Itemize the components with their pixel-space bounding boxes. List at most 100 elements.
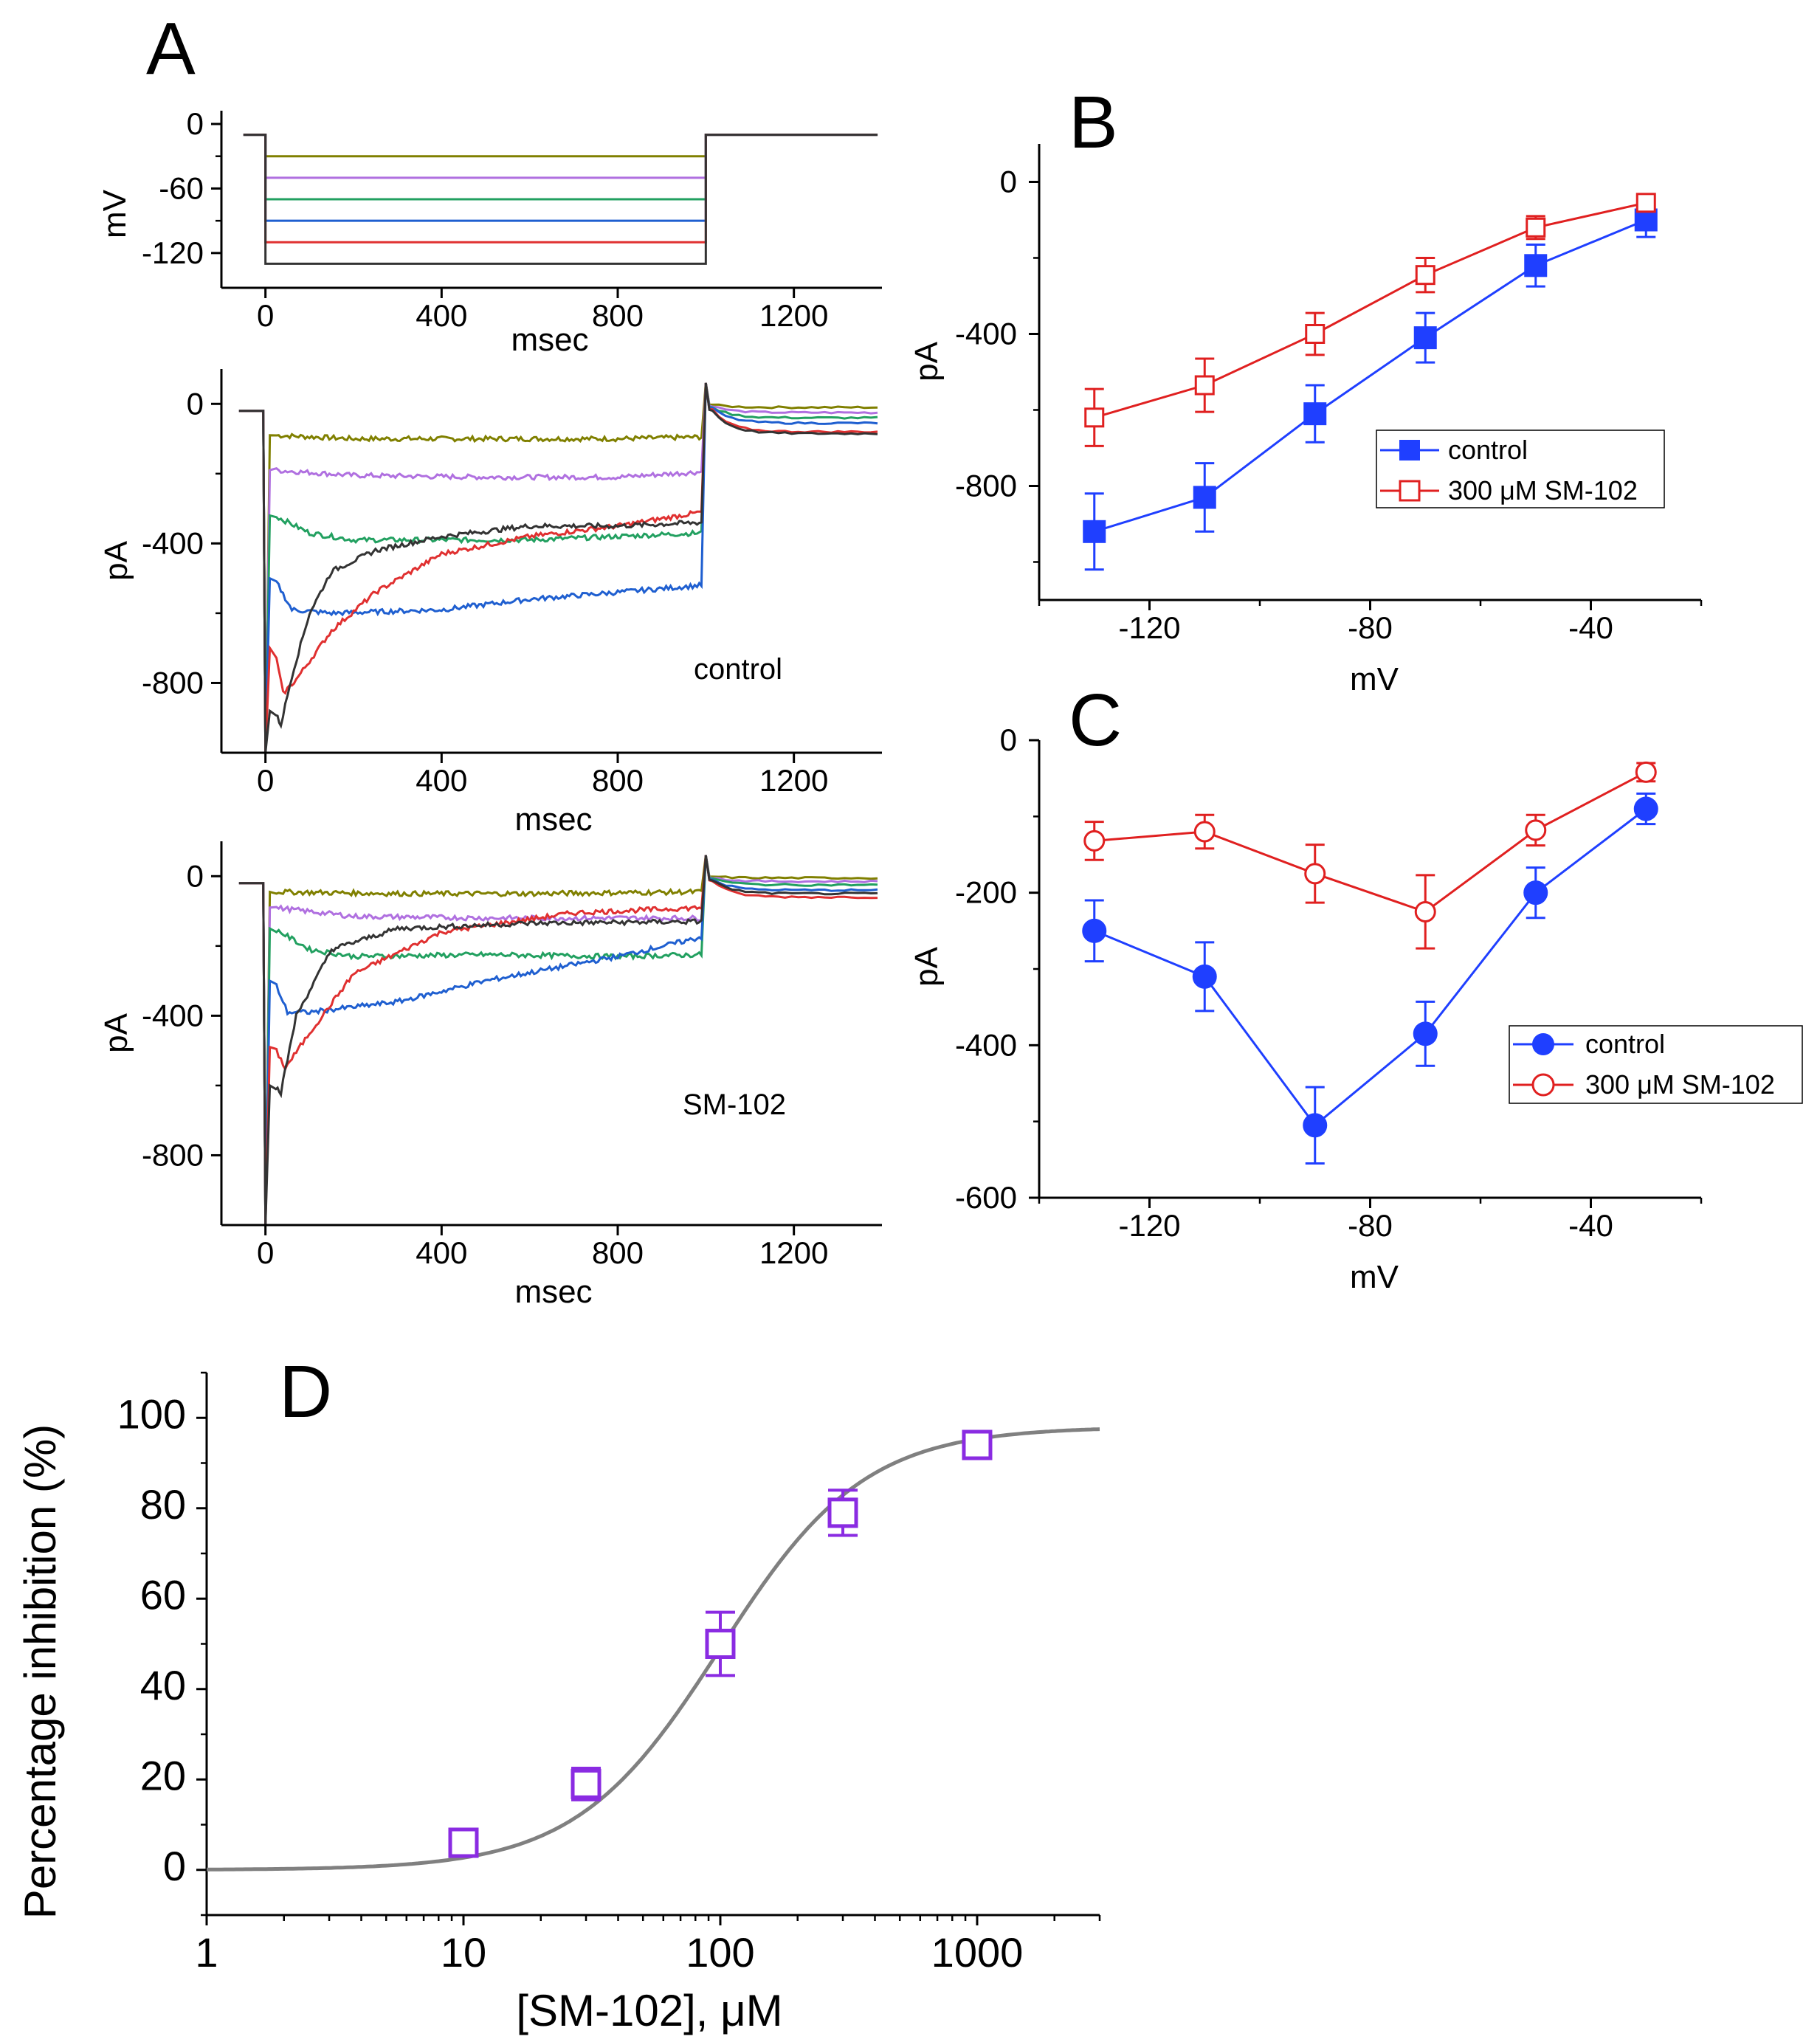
data-point xyxy=(571,1768,602,1799)
y-tick-label: 0 xyxy=(163,1843,186,1889)
y-tick-label: 0 xyxy=(187,386,204,421)
protocol-xlabel: msec xyxy=(511,322,588,358)
data-point xyxy=(1413,1021,1438,1046)
sm102-current-traces xyxy=(238,855,878,1226)
data-point xyxy=(1082,918,1107,943)
protocol-ylabel: mV xyxy=(97,189,133,238)
x-tick-label: 1000 xyxy=(931,1929,1024,1976)
data-point xyxy=(1525,819,1547,841)
y-tick-label: 0 xyxy=(1000,722,1017,757)
current-trace--30mV xyxy=(238,382,878,753)
current-trace--130mV xyxy=(238,855,878,1226)
control-current-xlabel: msec xyxy=(514,801,592,838)
data-point xyxy=(1303,1113,1328,1138)
data-point xyxy=(1635,761,1657,783)
data-point xyxy=(1413,326,1437,350)
iv-steady-axes: -120 -80 -400-200-400-600 xyxy=(955,722,1703,1243)
data-point xyxy=(1414,901,1436,922)
x-tick-label: 400 xyxy=(416,1235,467,1270)
x-tick-label: 400 xyxy=(416,763,467,798)
y-tick-label: -400 xyxy=(142,525,204,560)
data-point xyxy=(705,1629,736,1659)
iv-steady-series xyxy=(1082,761,1658,1165)
legend-label-sm102: 300 μM SM-102 xyxy=(1448,475,1638,506)
legend-label-control-c: control xyxy=(1585,1029,1665,1059)
current-trace--110mV xyxy=(238,855,878,1226)
x-tick-label: 100 xyxy=(686,1929,754,1976)
x-tick-label: -40 xyxy=(1568,1208,1613,1243)
data-point xyxy=(1524,254,1548,277)
data-point xyxy=(1303,402,1327,426)
legend-label-control: control xyxy=(1448,435,1528,465)
panel-label-b: B xyxy=(1069,81,1118,164)
iv-steady-ylabel: pA xyxy=(909,946,945,986)
panel-label-c: C xyxy=(1069,679,1122,762)
x-tick-label: 1 xyxy=(195,1929,218,1976)
panel-label-a: A xyxy=(146,7,196,90)
current-trace--50mV xyxy=(238,855,878,1226)
concentration-response-chart: 1 10 100 1000 0 20 40 60 80 100 Percentage inhibi… xyxy=(15,1371,1101,2035)
iv-peak-ylabel: pA xyxy=(909,341,945,381)
iv-peak-axes: -120 -80 -400-400-800 xyxy=(955,144,1703,645)
iv-peak-series xyxy=(1083,193,1658,571)
sm102-annotation: SM-102 xyxy=(683,1089,786,1121)
control-current-ylabel: pA xyxy=(98,540,134,580)
y-tick-label: 80 xyxy=(140,1481,186,1528)
iv-peak-legend: control 300 μM SM-102 xyxy=(1376,430,1665,508)
sm102-current-axes: 0 400 800 1200 0 -400 -800 xyxy=(142,841,882,1270)
x-tick-label: -80 xyxy=(1348,1208,1393,1243)
concentration-response-xlabel: [SM-102], μM xyxy=(516,1986,782,2035)
legend-marker-sm102-c xyxy=(1531,1073,1555,1097)
protocol-trace--70mV xyxy=(243,134,878,201)
y-tick-label: 60 xyxy=(140,1571,186,1618)
current-trace--110mV xyxy=(238,382,878,753)
y-tick-label: 100 xyxy=(117,1390,186,1437)
current-trace--90mV xyxy=(238,855,878,1226)
x-tick-label: 800 xyxy=(592,763,644,798)
iv-peak-chart: -120 -80 -400-400-800 pA mV control 300 μM… xyxy=(909,144,1703,697)
y-tick-label: -400 xyxy=(142,998,204,1032)
x-tick-label: 10 xyxy=(441,1929,486,1976)
panel-label-d: D xyxy=(279,1351,332,1433)
series-line-1 xyxy=(1094,771,1647,914)
current-trace--130mV xyxy=(238,382,878,753)
y-tick-label: 0 xyxy=(187,858,204,893)
x-tick-label: 1200 xyxy=(759,763,828,798)
x-tick-label: -40 xyxy=(1568,610,1613,645)
y-tick-label: -120 xyxy=(142,235,204,270)
control-current-axes: 0 400 800 1200 0 -400 -800 xyxy=(142,369,882,798)
y-tick-label: 0 xyxy=(1000,165,1017,199)
control-current-chart: 0 400 800 1200 0 -400 -800 pA msec control xyxy=(98,369,882,838)
y-tick-label: -400 xyxy=(955,317,1017,351)
y-tick-label: 0 xyxy=(187,106,204,141)
data-point xyxy=(1194,375,1215,396)
y-tick-label: -800 xyxy=(955,469,1017,503)
iv-peak-xlabel: mV xyxy=(1350,661,1399,697)
x-tick-label: 0 xyxy=(257,298,274,333)
iv-steady-legend: control 300 μM SM-102 xyxy=(1509,1025,1803,1104)
legend-marker-sm102 xyxy=(1399,480,1421,502)
y-tick-label: 40 xyxy=(140,1662,186,1708)
y-tick-label: 20 xyxy=(140,1752,186,1798)
x-tick-label: 400 xyxy=(416,298,467,333)
iv-steady-xlabel: mV xyxy=(1350,1259,1399,1295)
hill-fit-curve xyxy=(207,1427,1100,1872)
data-point xyxy=(1523,880,1548,906)
x-tick-label: 800 xyxy=(592,298,644,333)
protocol-trace--110mV xyxy=(243,134,878,244)
data-point xyxy=(1304,863,1326,885)
protocol-trace--130mV xyxy=(243,134,878,265)
data-point xyxy=(1526,217,1546,238)
x-tick-label: 800 xyxy=(592,1235,644,1270)
x-tick-label: -120 xyxy=(1118,610,1180,645)
protocol-trace--30mV xyxy=(243,134,878,158)
data-point xyxy=(1083,520,1106,543)
iv-steady-chart: -120 -80 -400-200-400-600 pA mV control 30… xyxy=(909,722,1803,1295)
x-tick-label: 0 xyxy=(257,1235,274,1270)
x-tick-label: -80 xyxy=(1348,610,1393,645)
x-tick-label: 1200 xyxy=(759,298,828,333)
protocol-chart: 0 400 800 1200 0 -60 -120 mV msec xyxy=(97,106,882,358)
x-tick-label: 1200 xyxy=(759,1235,828,1270)
data-point xyxy=(1635,193,1656,213)
